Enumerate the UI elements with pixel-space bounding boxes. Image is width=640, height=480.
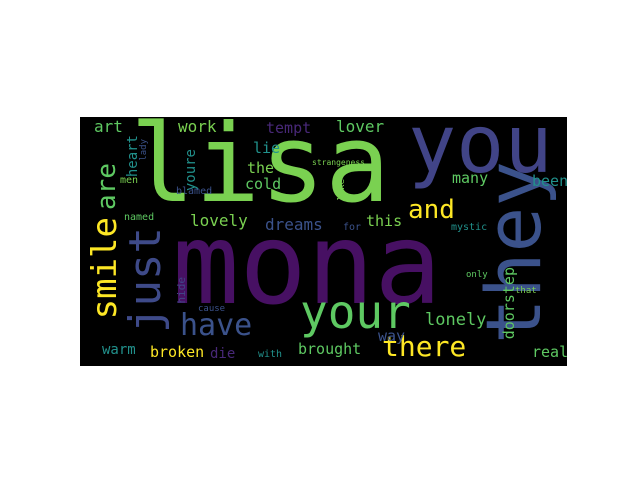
word-for: for (343, 222, 362, 233)
word-been: been (532, 172, 567, 190)
word-cloud: mona lisa you they your smile just have … (80, 117, 567, 366)
word-broken: broken (150, 343, 205, 361)
word-lady: lady (139, 139, 149, 161)
word-only: only (466, 270, 488, 280)
word-way: way (378, 327, 406, 345)
word-that: that (515, 286, 537, 296)
word-smile: smile (85, 217, 125, 320)
word-men: men (120, 175, 139, 186)
word-lonely: lonely (425, 310, 487, 330)
word-warm: warm (102, 342, 136, 358)
word-mona: mona (172, 200, 442, 330)
word-lisa: lisa (130, 117, 391, 227)
word-mystic: mystic (451, 222, 488, 233)
word-art: art (94, 117, 123, 136)
word-brought: brought (298, 340, 362, 358)
word-heart: heart (125, 135, 141, 178)
word-have: have (180, 308, 253, 343)
word-hide: hide (175, 277, 188, 304)
word-are: are (92, 163, 122, 210)
word-doorstep: doorstep (500, 267, 518, 340)
word-die: die (210, 346, 236, 362)
word-named: named (124, 212, 155, 223)
word-tempt: tempt (266, 119, 312, 137)
word-dreams: dreams (265, 215, 323, 234)
word-cold: cold (245, 175, 282, 193)
word-your: your (300, 285, 411, 339)
word-youre: youre (183, 149, 199, 192)
word-blamed: blamed (176, 186, 213, 197)
word-you: you (408, 117, 553, 191)
word-cause: cause (198, 304, 226, 314)
word-strangeness: strangeness (312, 158, 365, 167)
word-lover: lover (336, 117, 385, 136)
word-real: real (532, 343, 567, 361)
word-just: just (120, 227, 171, 333)
word-lovely: lovely (190, 211, 248, 230)
word-and: and (408, 195, 455, 225)
word-there: there (382, 330, 467, 363)
word-work: work (178, 117, 217, 136)
word-many: many (452, 169, 489, 187)
word-with: with (258, 349, 283, 360)
word-the: the (247, 159, 275, 177)
word-lie: lie (253, 139, 281, 157)
word-like: like (337, 179, 347, 201)
word-this: this (366, 212, 403, 230)
